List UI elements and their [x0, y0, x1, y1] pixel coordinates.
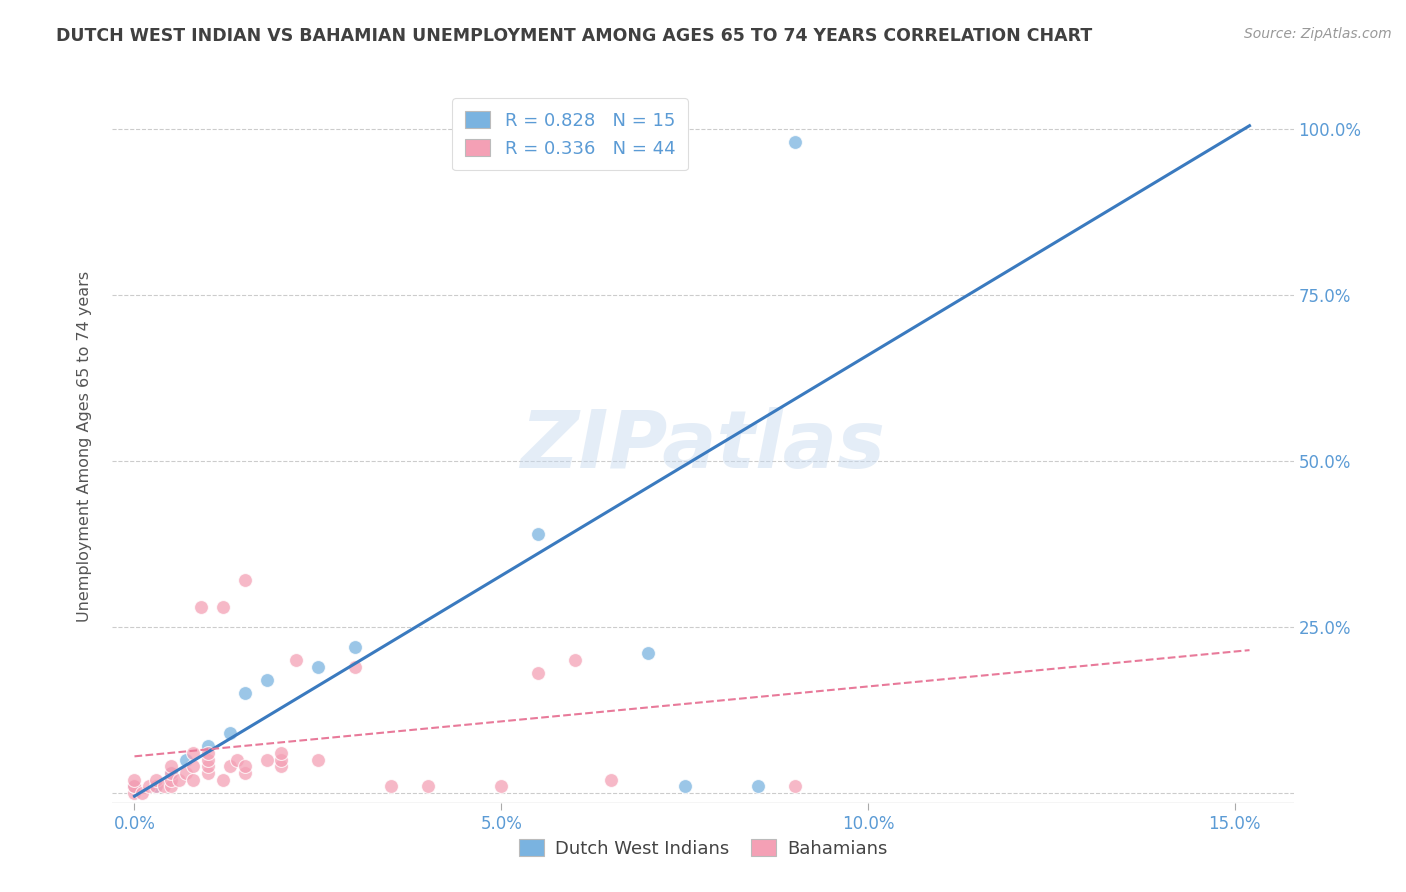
Point: [160, 766, 183, 780]
Point: [637, 647, 659, 661]
Point: [181, 772, 204, 787]
Point: [197, 739, 219, 754]
Point: [174, 766, 197, 780]
Point: [233, 686, 256, 700]
Point: [145, 779, 167, 793]
Point: [256, 753, 278, 767]
Point: [233, 574, 256, 588]
Point: [747, 779, 769, 793]
Point: [256, 673, 278, 687]
Point: [167, 772, 190, 787]
Point: [197, 759, 219, 773]
Point: [131, 786, 153, 800]
Point: [174, 753, 197, 767]
Point: [197, 746, 219, 760]
Text: ZIPatlas: ZIPatlas: [520, 407, 886, 485]
Point: [160, 759, 183, 773]
Point: [270, 759, 292, 773]
Point: [160, 766, 183, 780]
Point: [527, 527, 550, 541]
Point: [564, 653, 586, 667]
Point: [783, 136, 806, 150]
Point: [284, 653, 307, 667]
Point: [160, 772, 183, 787]
Point: [124, 779, 146, 793]
Point: [218, 759, 240, 773]
Point: [307, 659, 329, 673]
Point: [181, 759, 204, 773]
Point: [270, 753, 292, 767]
Text: Source: ZipAtlas.com: Source: ZipAtlas.com: [1244, 27, 1392, 41]
Point: [343, 640, 366, 654]
Point: [145, 772, 167, 787]
Point: [138, 779, 160, 793]
Point: [783, 779, 806, 793]
Point: [416, 779, 439, 793]
Point: [190, 599, 212, 614]
Point: [145, 779, 167, 793]
Point: [181, 746, 204, 760]
Point: [527, 666, 550, 681]
Point: [233, 759, 256, 773]
Point: [673, 779, 696, 793]
Point: [153, 779, 176, 793]
Text: DUTCH WEST INDIAN VS BAHAMIAN UNEMPLOYMENT AMONG AGES 65 TO 74 YEARS CORRELATION: DUTCH WEST INDIAN VS BAHAMIAN UNEMPLOYME…: [56, 27, 1092, 45]
Point: [160, 779, 183, 793]
Point: [124, 779, 146, 793]
Point: [218, 726, 240, 740]
Point: [197, 766, 219, 780]
Point: [226, 753, 249, 767]
Point: [491, 779, 513, 793]
Point: [233, 766, 256, 780]
Point: [380, 779, 402, 793]
Point: [307, 753, 329, 767]
Point: [124, 786, 146, 800]
Point: [211, 772, 233, 787]
Y-axis label: Unemployment Among Ages 65 to 74 years: Unemployment Among Ages 65 to 74 years: [77, 270, 91, 622]
Point: [600, 772, 623, 787]
Point: [197, 753, 219, 767]
Point: [343, 659, 366, 673]
Legend: Dutch West Indians, Bahamians: Dutch West Indians, Bahamians: [512, 832, 894, 865]
Point: [124, 779, 146, 793]
Point: [270, 746, 292, 760]
Point: [211, 599, 233, 614]
Point: [124, 772, 146, 787]
